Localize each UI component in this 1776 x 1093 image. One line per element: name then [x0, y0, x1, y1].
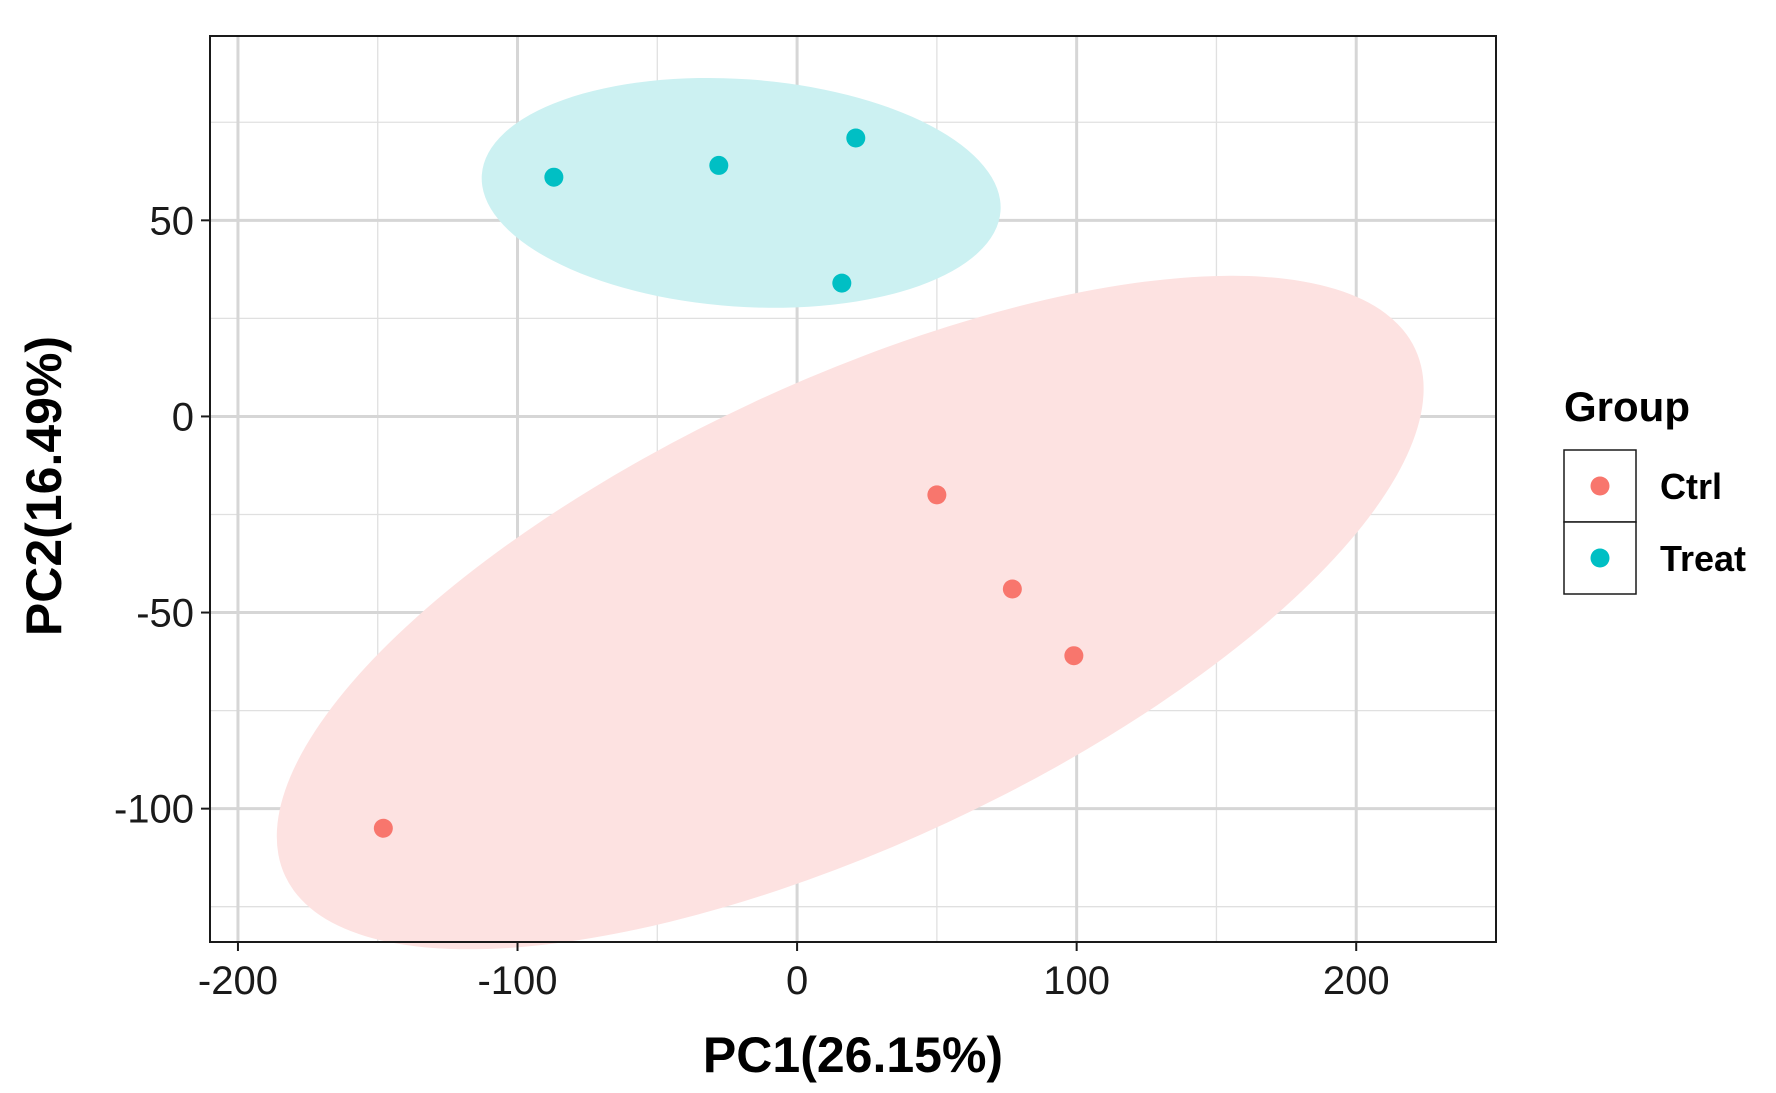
legend-label-ctrl: Ctrl	[1660, 466, 1722, 507]
point-ctrl	[1002, 579, 1022, 599]
x-tick-label: 200	[1323, 959, 1390, 1003]
legend-label-treat: Treat	[1660, 538, 1746, 579]
point-treat	[709, 155, 729, 175]
point-treat	[544, 167, 564, 187]
legend-dot-ctrl	[1590, 476, 1610, 496]
y-tick-label: -50	[136, 592, 194, 636]
point-treat	[832, 273, 852, 293]
data-points	[373, 128, 1084, 838]
y-axis-title: PC2(16.49%)	[16, 336, 72, 636]
point-ctrl	[373, 818, 393, 838]
point-treat	[846, 128, 866, 148]
x-tick-label: 0	[786, 959, 808, 1003]
x-tick-label: -100	[477, 959, 557, 1003]
y-tick-label: -100	[114, 788, 194, 832]
y-tick-label: 50	[150, 199, 195, 243]
point-ctrl	[1064, 646, 1084, 666]
x-axis-ticks: -200 -100 0 100 200	[198, 942, 1390, 1003]
point-ctrl	[927, 485, 947, 505]
ellipse-ctrl	[276, 275, 1424, 950]
y-axis-ticks: -100 -50 0 50	[114, 199, 210, 832]
legend: Group Ctrl Treat	[1563, 383, 1746, 595]
ellipse-treat	[481, 77, 1001, 308]
legend-dot-treat	[1590, 548, 1610, 568]
x-tick-label: -200	[198, 959, 278, 1003]
y-tick-label: 0	[172, 395, 194, 439]
plot-panel-border	[209, 35, 1497, 943]
confidence-ellipses	[276, 77, 1424, 950]
x-tick-label: 100	[1043, 959, 1110, 1003]
legend-title: Group	[1564, 383, 1690, 430]
x-axis-title: PC1(26.15%)	[703, 1027, 1003, 1083]
